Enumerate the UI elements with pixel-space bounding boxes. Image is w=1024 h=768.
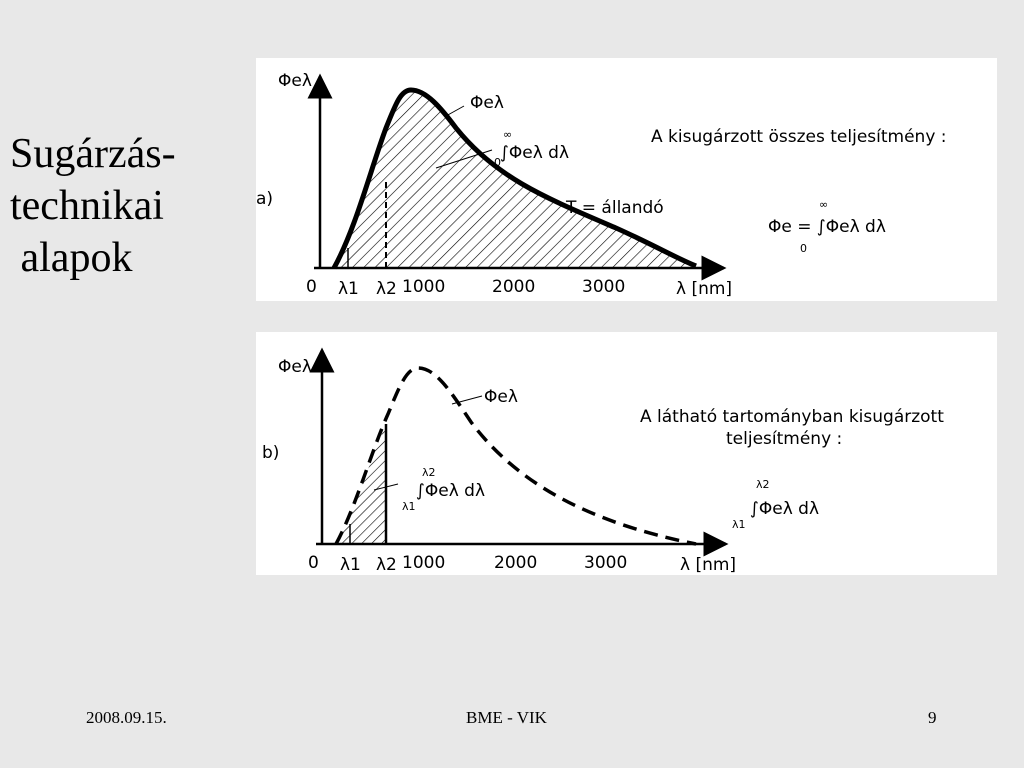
lambda2-label: λ2 [376, 279, 397, 299]
footer-date: 2008.09.15. [86, 708, 167, 727]
y-axis-label: Φeλ [278, 71, 312, 91]
curve-label-leader [445, 105, 465, 117]
origin-label: 0 [308, 553, 319, 573]
title-line-2: technikai [10, 183, 164, 229]
diagram-b-svg: Φeλ b) Φeλ λ2 ∫Φeλ dλ λ1 A látható tarto… [262, 347, 944, 575]
curve-label: Φeλ [470, 93, 504, 113]
spectral-curve [331, 87, 697, 270]
curve-label: Φeλ [484, 387, 518, 407]
origin-label: 0 [306, 277, 317, 297]
footer-page-number: 9 [928, 708, 937, 727]
spectral-curve-dashed [334, 366, 697, 546]
lambda1-label: λ1 [338, 279, 359, 299]
panel-b-heading-2: teljesítmény : [726, 429, 842, 449]
tick-3000: 3000 [584, 553, 627, 573]
hatched-area [336, 424, 386, 544]
integral-lower: λ1 [402, 500, 416, 513]
tick-3000: 3000 [582, 277, 625, 297]
lambda1-label: λ1 [340, 555, 361, 575]
formula-lower: λ1 [732, 518, 746, 531]
formula: Φe = ∫Φeλ dλ [768, 217, 886, 237]
x-axis-label: λ [nm] [680, 555, 736, 575]
temperature-label: T = állandó [565, 198, 664, 218]
y-axis-label: Φeλ [278, 357, 312, 377]
integral-label-leader [373, 483, 399, 491]
tick-2000: 2000 [494, 553, 537, 573]
title-line-3: alapok [10, 235, 133, 281]
footer-center: BME - VIK [466, 708, 547, 727]
tick-1000: 1000 [402, 553, 445, 573]
lambda2-label: λ2 [376, 555, 397, 575]
integral-upper: λ2 [422, 466, 436, 479]
integral-label: ∫Φeλ dλ [500, 143, 569, 163]
diagram-a-svg: Φeλ a) Φeλ ∞ ∫Φeλ dλ 0 T = állandó A kis… [256, 71, 947, 299]
formula-upper: ∞ [819, 198, 828, 211]
diagram-panel-a: Φeλ a) Φeλ ∞ ∫Φeλ dλ 0 T = állandó A kis… [256, 58, 997, 301]
title-line-1: Sugárzás- [10, 131, 176, 177]
tick-1000: 1000 [402, 277, 445, 297]
formula-upper: λ2 [756, 478, 770, 491]
panel-a-tag: a) [256, 189, 273, 209]
curve-label-leader [451, 395, 483, 405]
integral-upper: ∞ [503, 128, 512, 141]
tick-2000: 2000 [492, 277, 535, 297]
integral-label: ∫Φeλ dλ [416, 481, 485, 501]
integral-lower: 0 [494, 156, 501, 169]
diagram-panel-b: Φeλ b) Φeλ λ2 ∫Φeλ dλ λ1 A látható tarto… [256, 332, 997, 575]
panel-a-heading: A kisugárzott összes teljesítmény : [651, 127, 947, 147]
x-axis-label: λ [nm] [676, 279, 732, 299]
formula-lower: 0 [800, 242, 807, 255]
slide-title: Sugárzás- technikai alapok [10, 128, 176, 284]
integral-label-leader [435, 149, 493, 169]
panel-b-heading-1: A látható tartományban kisugárzott [640, 407, 944, 427]
formula: ∫Φeλ dλ [750, 499, 819, 519]
panel-b-tag: b) [262, 443, 279, 463]
hatched-area [334, 90, 696, 268]
